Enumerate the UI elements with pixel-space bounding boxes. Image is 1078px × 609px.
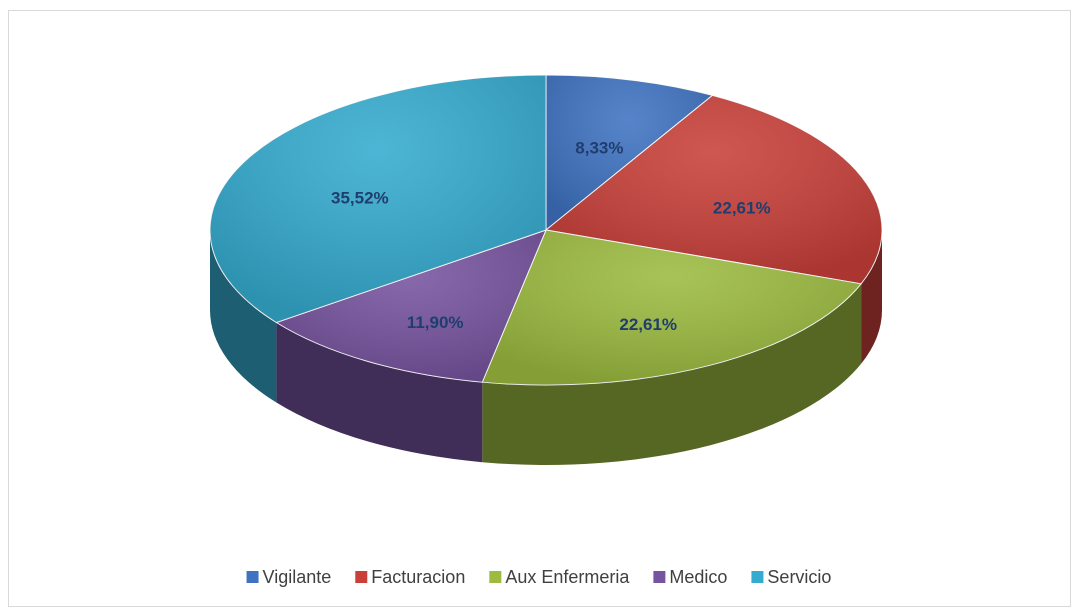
- data-label: 35,52%: [331, 188, 389, 207]
- data-label: 22,61%: [619, 315, 677, 334]
- legend-swatch: [355, 571, 368, 583]
- data-label: 8,33%: [575, 139, 623, 158]
- legend-swatch: [246, 571, 259, 583]
- slice-side: [276, 322, 483, 463]
- slice-shade: [210, 75, 547, 323]
- legend-item: Servicio: [751, 567, 831, 587]
- data-label: 11,90%: [407, 313, 464, 332]
- slice-shade: [546, 95, 882, 284]
- slice-shade: [482, 230, 862, 385]
- legend-item: Aux Enfermeria: [489, 567, 630, 587]
- legend-swatch: [751, 571, 764, 583]
- legend-label: Aux Enfermeria: [505, 567, 630, 587]
- legend-swatch: [653, 571, 666, 583]
- legend-label: Servicio: [767, 567, 831, 587]
- slice-side: [482, 283, 862, 466]
- legend-label: Facturacion: [371, 567, 465, 587]
- legend-swatch: [489, 571, 502, 583]
- legend-item: Facturacion: [355, 567, 465, 587]
- legend-item: Medico: [653, 567, 727, 587]
- legend-item: Vigilante: [246, 567, 332, 587]
- slice-shade: [276, 230, 546, 383]
- legend-label: Vigilante: [263, 567, 332, 587]
- data-label: 22,61%: [713, 199, 771, 218]
- slice-shade: [546, 75, 713, 230]
- slice-side: [210, 230, 277, 403]
- slice-side: [861, 230, 882, 364]
- legend-label: Medico: [669, 567, 727, 587]
